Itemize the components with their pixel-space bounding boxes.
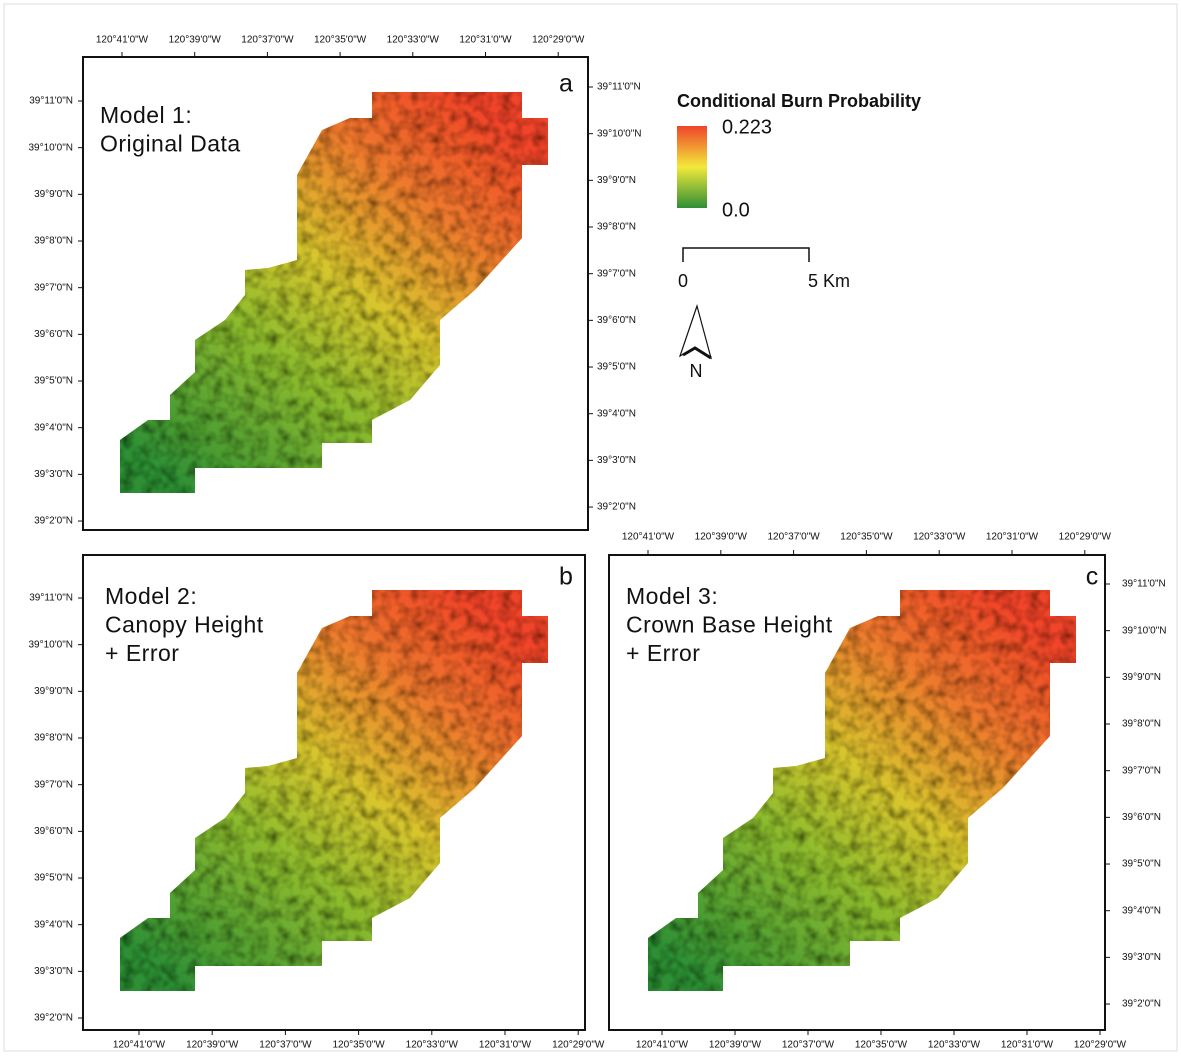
longitude-label: 120°33'0"W [913,532,966,543]
latitude-label: 39°6'0"N [1122,812,1161,823]
figure-border [3,3,1178,1052]
panel-title: Model 1: [100,102,192,128]
latitude-label: 39°7'0"N [1122,765,1161,776]
panel-label: b [559,563,573,591]
longitude-label: 120°31'0"W [479,1040,532,1051]
north-label: N [690,361,703,381]
latitude-label: 39°9'0"N [34,686,73,697]
longitude-label: 120°29'0"W [1074,1040,1127,1051]
scale-end: 5 Km [808,271,850,291]
latitude-label: 39°2'0"N [597,502,636,513]
latitude-label: 39°9'0"N [597,175,636,186]
legend-min: 0.0 [722,199,750,221]
latitude-label: 39°8'0"N [34,733,73,744]
legend: Conditional Burn Probability 0.223 0.0 0… [677,91,921,381]
panel-title: Original Data [100,131,241,157]
latitude-label: 39°3'0"N [597,455,636,466]
latitude-label: 39°11'0"N [597,82,641,93]
longitude-label: 120°29'0"W [552,1040,605,1051]
latitude-label: 39°2'0"N [34,516,73,527]
latitude-label: 39°3'0"N [34,966,73,977]
color-bar [677,126,707,208]
latitude-label: 39°4'0"N [597,408,636,419]
latitude-label: 39°11'0"N [1122,579,1166,590]
longitude-label: 120°41'0"W [113,1040,166,1051]
longitude-label: 120°41'0"W [622,532,675,543]
longitude-label: 120°33'0"W [928,1040,981,1051]
panel-title: Model 2: [105,583,197,609]
latitude-label: 39°10'0"N [1122,625,1167,636]
longitude-label: 120°31'0"W [459,35,512,46]
latitude-label: 39°10'0"N [29,142,74,153]
longitude-label: 120°37'0"W [767,532,820,543]
longitude-label: 120°29'0"W [1059,532,1112,543]
latitude-label: 39°8'0"N [1122,719,1161,730]
longitude-label: 120°35'0"W [314,35,367,46]
latitude-label: 39°2'0"N [34,1013,73,1024]
longitude-label: 120°29'0"W [532,35,585,46]
latitude-label: 39°8'0"N [597,222,636,233]
latitude-label: 39°7'0"N [597,268,636,279]
scale-bar [682,247,810,262]
latitude-label: 39°5'0"N [34,873,73,884]
longitude-label: 120°37'0"W [241,35,294,46]
longitude-label: 120°35'0"W [840,532,893,543]
longitude-label: 120°39'0"W [709,1040,762,1051]
latitude-label: 39°7'0"N [34,282,73,293]
panel-label: c [1086,563,1099,591]
latitude-label: 39°6'0"N [597,315,636,326]
latitude-label: 39°10'0"N [29,639,74,650]
panel-label: a [559,70,573,98]
longitude-label: 120°41'0"W [636,1040,689,1051]
panel-title: Crown Base Height [626,612,833,638]
latitude-label: 39°9'0"N [34,189,73,200]
longitude-label: 120°35'0"W [855,1040,908,1051]
longitude-label: 120°33'0"W [406,1040,459,1051]
scale-start: 0 [678,271,688,291]
panel-title: + Error [105,640,179,666]
panel-title: Model 3: [626,583,718,609]
longitude-label: 120°35'0"W [332,1040,385,1051]
panel-title: Canopy Height [105,612,264,638]
latitude-label: 39°2'0"N [1122,999,1161,1010]
north-arrow [678,303,712,360]
longitude-label: 120°39'0"W [695,532,748,543]
latitude-label: 39°5'0"N [597,362,636,373]
latitude-label: 39°4'0"N [34,919,73,930]
legend-max: 0.223 [722,116,772,138]
latitude-label: 39°4'0"N [1122,905,1161,916]
latitude-label: 39°10'0"N [597,128,642,139]
latitude-label: 39°11'0"N [29,96,73,107]
latitude-label: 39°7'0"N [34,779,73,790]
longitude-label: 120°41'0"W [96,35,149,46]
longitude-label: 120°31'0"W [986,532,1039,543]
map-panel: Model 3: Crown Base Height+ Error c 120°41'… [608,532,1167,1051]
map-panel: Model 2: Canopy Height+ Error b 120°41'0"W 1… [29,554,605,1051]
longitude-label: 120°39'0"W [169,35,222,46]
longitude-label: 120°37'0"W [259,1040,312,1051]
north-arrow-base [682,346,712,360]
latitude-label: 39°4'0"N [34,422,73,433]
latitude-label: 39°5'0"N [1122,859,1161,870]
latitude-label: 39°9'0"N [1122,672,1161,683]
latitude-label: 39°3'0"N [1122,952,1161,963]
longitude-label: 120°33'0"W [387,35,440,46]
panel-title: + Error [626,640,700,666]
legend-title: Conditional Burn Probability [677,91,921,111]
longitude-label: 120°37'0"W [782,1040,835,1051]
latitude-label: 39°8'0"N [34,236,73,247]
map-panel: Model 1: Original Data a 120°41'0"W 120°39'0… [29,35,642,531]
longitude-label: 120°39'0"W [186,1040,239,1051]
latitude-label: 39°6'0"N [34,826,73,837]
latitude-label: 39°5'0"N [34,376,73,387]
latitude-label: 39°6'0"N [34,329,73,340]
latitude-label: 39°3'0"N [34,469,73,480]
longitude-label: 120°31'0"W [1001,1040,1054,1051]
latitude-label: 39°11'0"N [29,593,73,604]
